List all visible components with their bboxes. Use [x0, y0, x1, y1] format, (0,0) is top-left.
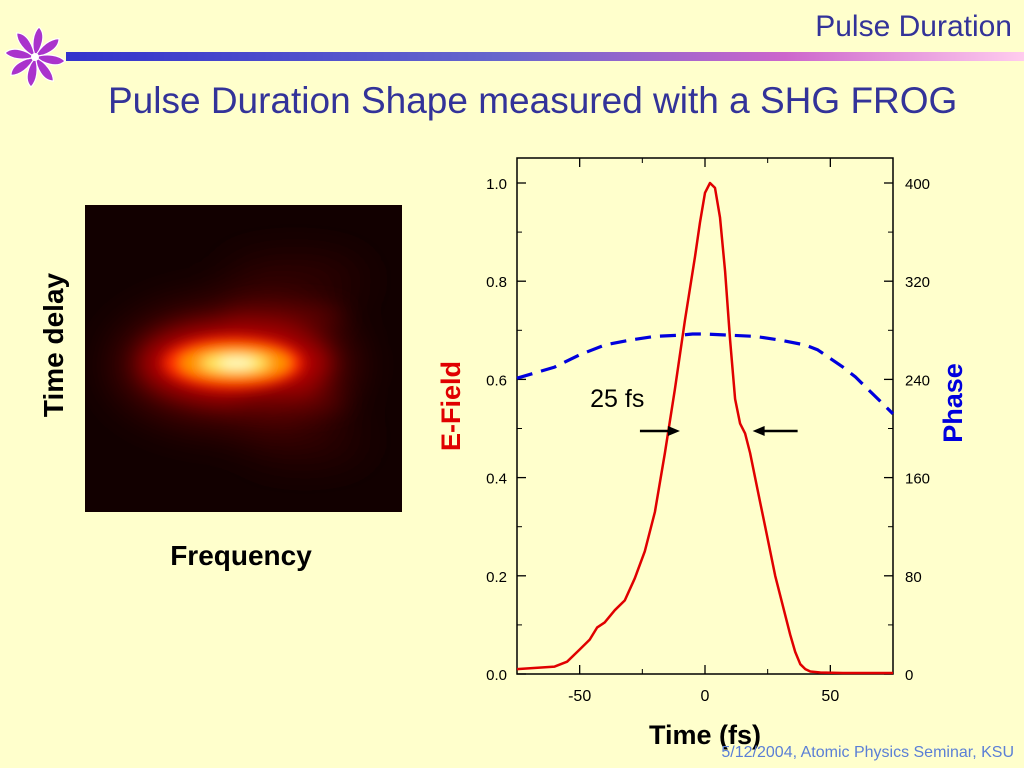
annotation-fwhm: 25 fs — [590, 385, 644, 413]
y2-tick-label: 0 — [905, 667, 913, 684]
y2-tick-label: 320 — [905, 274, 930, 291]
section-title: Pulse Duration — [815, 10, 1012, 43]
y-tick-label: 0.8 — [486, 274, 507, 291]
frog-xlabel: Frequency — [170, 540, 312, 571]
fwhm-arrowhead-right — [752, 425, 765, 436]
y-tick-label: 0.4 — [486, 471, 507, 488]
y2-tick-label: 160 — [905, 471, 930, 488]
x-axis-label: Time (fs) — [649, 720, 761, 750]
plot-frame — [516, 157, 894, 675]
x-tick-label: -50 — [568, 688, 591, 705]
fwhm-arrowhead-left — [667, 425, 680, 436]
x-tick-label: 0 — [701, 688, 710, 705]
series-line-phase — [516, 332, 895, 415]
y-tick-label: 0.2 — [486, 569, 507, 586]
header-rule — [66, 52, 1024, 61]
y-tick-label: 0.6 — [486, 372, 507, 389]
y2-tick-label: 80 — [905, 569, 922, 586]
y-axis-label: E-Field — [436, 361, 466, 451]
y-tick-label: 1.0 — [486, 176, 507, 193]
y2-tick-label: 240 — [905, 372, 930, 389]
flower-logo-icon — [4, 26, 66, 88]
x-tick-label: 50 — [821, 688, 839, 705]
series-line-e-field — [516, 181, 893, 675]
y2-axis-label: Phase — [938, 363, 968, 443]
slide-title: Pulse Duration Shape measured with a SHG… — [108, 80, 958, 121]
y2-tick-label: 400 — [905, 176, 930, 193]
footer-text: 5/12/2004, Atomic Physics Seminar, KSU — [721, 744, 1014, 761]
y-tick-label: 0.0 — [486, 667, 507, 684]
frog-trace-image — [85, 205, 402, 512]
